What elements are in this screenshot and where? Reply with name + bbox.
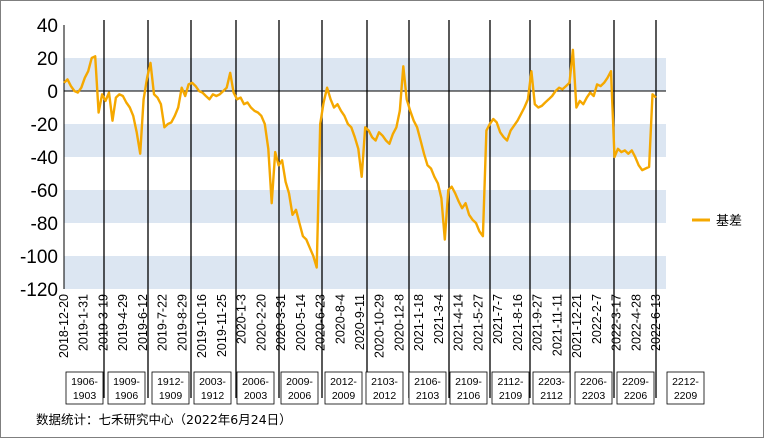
segment-label-bottom: 2109 (499, 390, 523, 402)
y-tick-label: -20 (31, 115, 58, 136)
x-tick-label: 2021-12-21 (570, 294, 584, 358)
series-line-basis (63, 48, 657, 269)
segment-label-bottom: 2009 (332, 390, 356, 402)
y-tick-label: -60 (31, 181, 58, 202)
segment-label-top: 1912- (157, 376, 184, 388)
segment-label-bottom: 2206 (624, 390, 648, 402)
y-tick-label: -80 (31, 214, 58, 235)
grid-band (64, 190, 666, 223)
segment-label-top: 2103- (371, 376, 398, 388)
x-tick-label: 2020-10-29 (373, 294, 387, 358)
segment-box (236, 371, 275, 405)
x-tick-label: 2020-8-4 (333, 294, 347, 344)
segment-label-top: 1906- (71, 376, 98, 388)
segment-label-top: 2012- (330, 376, 357, 388)
segment-label-top: 2106- (414, 376, 441, 388)
grid-band (64, 256, 666, 289)
segment-box (365, 371, 404, 405)
x-tick-label: 2021-1-18 (412, 294, 426, 351)
segment-box (193, 371, 232, 405)
x-tick-label: 2022-2-7 (590, 294, 604, 344)
segment-box (666, 371, 705, 405)
segment-box (574, 371, 613, 405)
segment-label-bottom: 2112 (540, 390, 563, 402)
segment-label-bottom: 2203 (582, 390, 606, 402)
contract-spread-labels: 1906- 1903 1909- 1906 1912- 1909 2003- 1912 2006… (65, 371, 705, 405)
segment-box (280, 371, 319, 405)
x-tick-label: 2020-2-20 (254, 294, 268, 351)
segment-box (408, 371, 447, 405)
segment-label-top: 2206- (580, 376, 607, 388)
x-tick-label: 2021-3-4 (432, 294, 446, 344)
x-tick-label: 2021-8-16 (511, 294, 525, 351)
segment-label-top: 2212- (672, 376, 699, 388)
x-tick-label: 2020-6-23 (314, 294, 328, 351)
y-tick-label: 40 (37, 16, 58, 37)
segment-box (324, 371, 363, 405)
segment-label-bottom: 1912 (201, 390, 225, 402)
segment-label-top: 2006- (242, 376, 269, 388)
x-tick-label: 2020-12-8 (392, 294, 406, 351)
x-tick-label: 2019-11-25 (215, 294, 229, 357)
contract-separators (103, 20, 657, 398)
x-tick-label: 2019-10-16 (195, 294, 209, 358)
segment-label-top: 1909- (113, 376, 140, 388)
source-note: 数据统计：七禾研究中心（2022年6月24日） (36, 412, 292, 427)
x-tick-label: 2020-5-14 (294, 294, 308, 351)
segment-box (107, 371, 146, 405)
segment-label-top: 2112- (497, 376, 524, 388)
segment-box (491, 371, 530, 405)
y-tick-label: -120 (20, 280, 58, 301)
legend-label: 基差 (716, 214, 742, 229)
x-tick-label: 2022-3-17 (610, 294, 624, 351)
x-tick-label: 2019-4-29 (116, 294, 130, 351)
x-tick-label: 2021-11-11 (550, 294, 564, 356)
y-tick-label: 20 (37, 49, 58, 70)
segment-label-bottom: 2012 (373, 390, 397, 402)
x-tick-label: 2021-4-14 (452, 294, 466, 351)
x-tick-label: 2022-6-13 (649, 294, 663, 351)
segment-label-bottom: 2003 (244, 390, 268, 402)
segment-label-bottom: 2103 (416, 390, 440, 402)
x-tick-label: 2019-8-29 (175, 294, 189, 351)
x-tick-label: 2019-3-19 (96, 294, 110, 351)
x-tick-label: 2018-12-20 (57, 294, 71, 358)
legend: 基差 (692, 214, 742, 229)
x-tick-label: 2019-7-22 (156, 294, 170, 351)
segment-label-top: 2203- (538, 376, 565, 388)
x-tick-label: 2021-9-27 (531, 294, 545, 351)
segment-label-top: 2209- (622, 376, 649, 388)
segment-label-bottom: 1903 (73, 390, 97, 402)
grid-bands (64, 58, 666, 289)
segment-box (65, 371, 104, 405)
x-tick-label: 2019-1-31 (77, 294, 91, 351)
segment-box (616, 371, 655, 405)
x-tick-label: 2021-7-7 (491, 294, 505, 344)
x-tick-label: 2021-5-27 (471, 294, 485, 351)
x-tick-label: 2020-3-31 (274, 294, 288, 351)
segment-label-top: 2009- (286, 376, 313, 388)
segment-label-top: 2109- (455, 376, 482, 388)
segment-label-top: 2003- (199, 376, 226, 388)
segment-box (151, 371, 190, 405)
x-axis-tick-labels: 2018-12-20 2019-1-31 2019-3-19 2019-4-29 201… (57, 294, 663, 358)
y-axis-ticks: 40 20 0 -20 -40 -60 -80 -100 -120 (20, 16, 58, 301)
y-tick-label: -100 (20, 247, 58, 268)
x-tick-label: 2020-1-3 (235, 294, 249, 344)
segment-label-bottom: 2106 (457, 390, 481, 402)
segment-box (449, 371, 488, 405)
segment-label-bottom: 1909 (159, 390, 183, 402)
y-tick-label: -40 (31, 148, 58, 169)
segment-label-bottom: 1906 (115, 390, 139, 402)
segment-label-bottom: 2209 (674, 390, 698, 402)
y-tick-label: 0 (47, 82, 58, 103)
x-tick-label: 2020-9-11 (353, 294, 367, 350)
x-tick-label: 2022-4-28 (629, 294, 643, 351)
x-tick-label: 2019-6-12 (136, 294, 150, 351)
segment-label-bottom: 2006 (288, 390, 312, 402)
segment-box (532, 371, 571, 405)
